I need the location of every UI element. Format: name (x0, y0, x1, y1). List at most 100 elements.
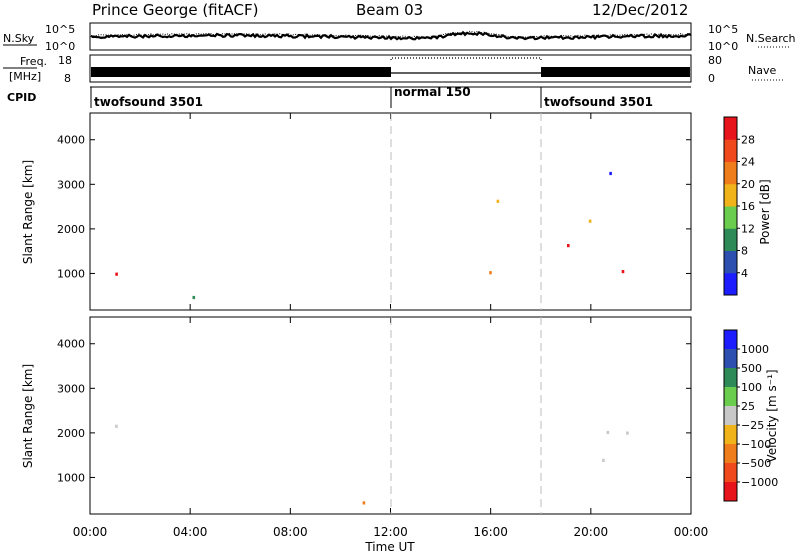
colorbar-swatch (724, 387, 737, 407)
colorbar-tick-label: 12 (741, 222, 755, 235)
colorbar-swatch (724, 161, 737, 185)
colorbar-swatch (724, 250, 737, 274)
noise-search-line (90, 30, 692, 38)
colorbar-swatch (724, 206, 737, 229)
colorbar-tick-label: 24 (741, 156, 755, 169)
time-x-axis: 00:00 04:00 08:00 12:00 16:00 20:00 00:00 (73, 113, 709, 539)
x-tick-label: 20:00 (574, 525, 609, 539)
beam-title: Beam 03 (356, 1, 423, 19)
colorbar-swatch (724, 349, 737, 369)
cpid-label: CPID (7, 91, 36, 104)
heatmap-cell (567, 244, 570, 248)
x-tick-label: 08:00 (273, 525, 308, 539)
velocity-heatmap (115, 424, 629, 505)
y-tick-label: 2000 (57, 427, 85, 440)
y-tick-label: 3000 (57, 382, 85, 395)
colorbar-swatch (724, 272, 737, 296)
noise-right-label: N.Search (746, 32, 796, 45)
station-title: Prince George (fitACF) (92, 1, 258, 19)
x-tick-label: 00:00 (674, 525, 709, 539)
mode-boundaries (390, 113, 542, 514)
power-ylabel: Slant Range [km] (21, 160, 35, 264)
heatmap-cell (606, 430, 610, 435)
colorbar-swatch (724, 117, 737, 140)
freq-left-tick-bottom: 8 (64, 72, 71, 85)
power-panel: 1000 2000 3000 4000 Slant Range [km] 4 8 12 16… (21, 112, 772, 311)
freq-label-2: [MHz] (9, 70, 41, 83)
freq-right-label: Nave (748, 64, 776, 77)
y-tick-label: 4000 (57, 134, 85, 147)
cpid-segment-1: twofsound 3501 (94, 95, 203, 109)
freq-right-tick-top: 80 (708, 54, 722, 67)
freq-right-tick-bottom: 0 (708, 72, 715, 85)
velocity-colorbar: 1000 500 100 25 −25 −100 −500 −1000 (723, 329, 778, 502)
colorbar-tick-label: 1000 (741, 343, 769, 356)
frequency-panel: Freq. [MHz] 18 8 80 0 Nave (3, 54, 784, 85)
heatmap-cell (621, 270, 625, 274)
heatmap-cell (588, 219, 592, 223)
power-colorbar-label: Power [dB] (758, 179, 772, 244)
noise-panel: N.Sky 10^5 10^0 10^5 10^0 N.Search (3, 22, 796, 53)
colorbar-tick-label: 16 (741, 200, 755, 213)
colorbar-frame (723, 329, 738, 502)
colorbar-swatch (724, 183, 737, 207)
cpid-row: CPID twofsound 3501 normal 150 twofsound… (7, 85, 691, 109)
y-tick-label: 4000 (57, 338, 85, 351)
cpid-segment-2: normal 150 (394, 85, 471, 99)
power-y-axis: 1000 2000 3000 4000 (57, 134, 691, 280)
y-tick-label: 1000 (57, 267, 85, 280)
y-tick-label: 2000 (57, 223, 85, 236)
colorbar-swatch (724, 228, 737, 251)
x-tick-label: 12:00 (373, 525, 408, 539)
colorbar-swatch (724, 368, 737, 388)
freq-bar-left (91, 67, 391, 77)
freq-bar-right (541, 67, 690, 77)
colorbar-tick-label: 25 (741, 400, 755, 413)
cpid-segment-3: twofsound 3501 (544, 95, 653, 109)
velocity-colorbar-label: Velocity [m s⁻¹] (765, 369, 779, 462)
heatmap-cell (489, 271, 492, 275)
colorbar-swatch (724, 406, 737, 426)
colorbar-tick-label: −25 (741, 419, 764, 432)
x-axis-label: Time UT (364, 540, 415, 554)
y-tick-label: 3000 (57, 178, 85, 191)
date-title: 12/Dec/2012 (592, 1, 688, 19)
colorbar-swatch (724, 463, 737, 483)
colorbar-tick-label: 8 (741, 245, 748, 258)
colorbar-tick-label: 4 (741, 267, 748, 280)
colorbar-swatch (724, 444, 737, 464)
noise-left-tick-top: 10^5 (45, 23, 75, 36)
x-tick-label: 00:00 (73, 525, 108, 539)
colorbar-tick-label: −100 (741, 438, 771, 451)
colorbar-swatch (724, 139, 737, 162)
noise-frame (89, 22, 692, 51)
colorbar-tick-label: 100 (741, 381, 762, 394)
heatmap-cell (602, 458, 605, 462)
colorbar-tick-label: −1000 (741, 476, 778, 489)
noise-left-tick-bottom: 10^0 (45, 40, 75, 53)
noise-left-label: N.Sky (3, 32, 35, 45)
power-colorbar: 4 8 12 16 20 24 28 (723, 116, 755, 296)
velocity-y-axis: 1000 2000 3000 4000 (57, 338, 691, 484)
colorbar-tick-label: 500 (741, 362, 762, 375)
colorbar-swatch (724, 425, 737, 445)
noise-sky-line (90, 30, 692, 41)
y-tick-label: 1000 (57, 471, 85, 484)
freq-frame (89, 54, 692, 83)
noise-right-tick-top: 10^5 (708, 23, 738, 36)
heatmap-cell (609, 171, 612, 176)
colorbar-swatch (724, 482, 737, 502)
heatmap-cell (626, 431, 629, 435)
heatmap-cell (192, 295, 196, 300)
colorbar-tick-label: 28 (741, 133, 755, 146)
colorbar-tick-label: −500 (741, 457, 771, 470)
noise-right-tick-bottom: 10^0 (708, 40, 738, 53)
heatmap-cell (362, 501, 366, 505)
x-tick-label: 16:00 (473, 525, 508, 539)
heatmap-cell (115, 272, 118, 276)
freq-left-tick-top: 18 (58, 54, 72, 67)
heatmap-cell (496, 199, 500, 203)
heatmap-cell (115, 424, 118, 428)
colorbar-swatch (724, 330, 737, 350)
